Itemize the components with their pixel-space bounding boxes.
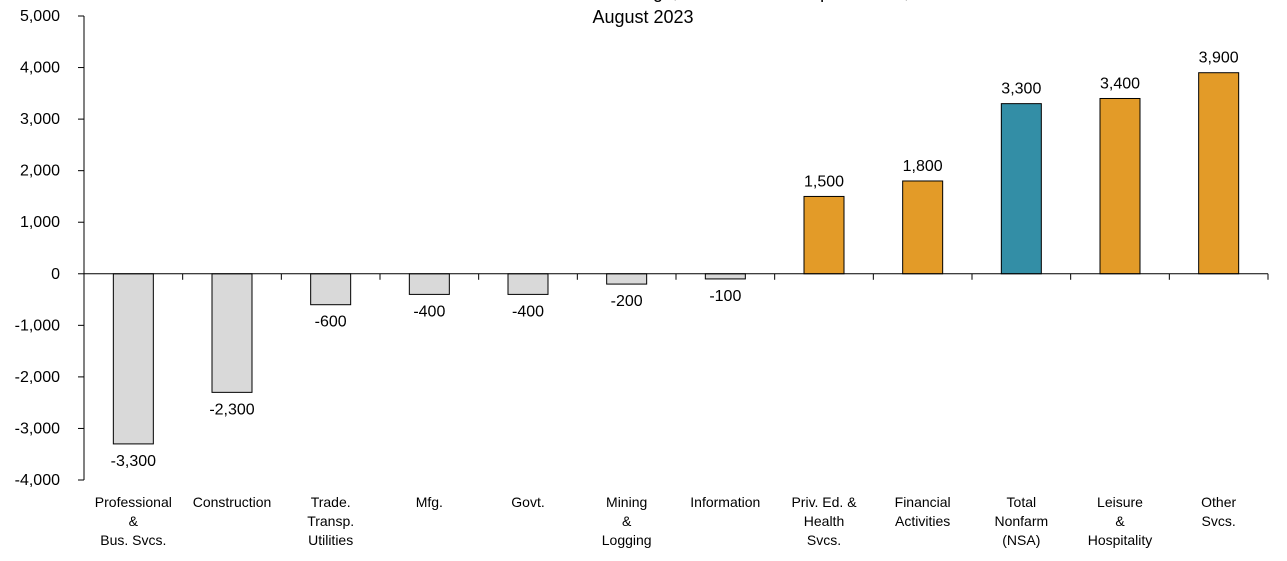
bar: [507, 273, 549, 295]
x-category-label: Leisure & Hospitality: [1088, 494, 1153, 548]
bar: [112, 273, 154, 445]
data-label: -400: [512, 303, 544, 320]
bar: [1198, 72, 1240, 275]
x-category-label-line: Financial: [895, 494, 951, 510]
data-label: 3,900: [1199, 50, 1239, 67]
x-category-label-line: Total: [1007, 494, 1037, 510]
x-category-label-line: Logging: [602, 532, 652, 548]
bar: [902, 180, 944, 275]
x-category-label-line: Mfg.: [416, 494, 443, 510]
x-category-label-line: Construction: [193, 494, 272, 510]
x-category-label-line: Hospitality: [1088, 532, 1153, 548]
data-label: -3,300: [111, 453, 156, 470]
x-category-label-line: Other: [1201, 494, 1236, 510]
bar: [310, 273, 352, 306]
bar: [803, 195, 845, 275]
y-tick-label: -3,000: [15, 420, 60, 437]
data-label: -2,300: [209, 401, 254, 418]
x-category-label-line: Mining: [606, 494, 647, 510]
x-category-label: Mfg.: [416, 494, 443, 510]
y-tick-label: 2,000: [20, 163, 60, 180]
x-category-label: Financial Activities: [895, 494, 951, 529]
x-category-label-line: &: [622, 513, 632, 529]
x-category-label-line: Svcs.: [807, 532, 841, 548]
data-label: -100: [709, 288, 741, 305]
y-tick-label: -4,000: [15, 472, 60, 489]
y-tick-label: 5,000: [20, 8, 60, 25]
x-category-label-line: Trade.: [311, 494, 351, 510]
x-category-label-line: &: [1115, 513, 1125, 529]
x-category-label: Mining & Logging: [602, 494, 652, 548]
x-category-label-line: Information: [690, 494, 760, 510]
x-category-label-line: Utilities: [308, 532, 353, 548]
x-category-label-line: Priv. Ed. &: [791, 494, 857, 510]
data-label: 1,800: [903, 158, 943, 175]
bars: [112, 72, 1240, 445]
data-label: -400: [413, 303, 445, 320]
chart-title-line: Chart 2: Over-the-Month Net Change, Hous…: [377, 0, 909, 2]
chart-title-line: August 2023: [592, 7, 693, 27]
data-labels: -3,300 -2,300 -600 -400 -400 -200 -100 1,500 1,8…: [111, 50, 1239, 470]
data-label: -600: [315, 314, 347, 331]
x-category-label-line: Transp.: [307, 513, 354, 529]
data-label: 3,400: [1100, 75, 1140, 92]
x-category-label-line: Bus. Svcs.: [100, 532, 166, 548]
x-category-label: Priv. Ed. & Health Svcs.: [791, 494, 857, 548]
y-tick-label: -1,000: [15, 317, 60, 334]
y-tick-label: -2,000: [15, 369, 60, 386]
data-label: -200: [611, 293, 643, 310]
x-category-label-line: &: [129, 513, 139, 529]
x-category-label-line: Nonfarm: [994, 513, 1048, 529]
x-category-label-line: Leisure: [1097, 494, 1143, 510]
x-category-label: Information: [690, 494, 760, 510]
x-category-label: Total Nonfarm (NSA): [994, 494, 1048, 548]
y-tick-label: 1,000: [20, 214, 60, 231]
y-axis: 5,000 4,000 3,000 2,000 1,000 0 -1,000 -2,000 -3…: [15, 8, 85, 489]
bar: [1000, 103, 1042, 275]
y-tick-label: 0: [51, 266, 60, 283]
x-category-label: Other Svcs.: [1201, 494, 1236, 529]
chart-title: Chart 2: Over-the-Month Net Change, Hous…: [377, 0, 909, 27]
x-category-label: Professional & Bus. Svcs.: [95, 494, 172, 548]
y-tick-label: 4,000: [20, 60, 60, 77]
bar: [1099, 97, 1141, 275]
x-category-label-line: Govt.: [511, 494, 544, 510]
y-tick-label: 3,000: [20, 111, 60, 128]
x-category-label: Construction: [193, 494, 272, 510]
x-category-label-line: Svcs.: [1202, 513, 1236, 529]
x-category-label: Govt.: [511, 494, 544, 510]
bar: [408, 273, 450, 295]
data-label: 3,300: [1001, 81, 1041, 98]
bar: [211, 273, 253, 393]
data-label: 1,500: [804, 173, 844, 190]
x-category-label: Trade. Transp. Utilities: [307, 494, 354, 548]
x-category-label-line: Professional: [95, 494, 172, 510]
x-axis: Professional & Bus. Svcs. Construction Trade…: [83, 273, 1269, 548]
x-category-label-line: Activities: [895, 513, 950, 529]
x-category-label-line: (NSA): [1002, 532, 1040, 548]
x-category-label-line: Health: [804, 513, 844, 529]
bar: [704, 273, 746, 280]
bar: [606, 273, 648, 285]
